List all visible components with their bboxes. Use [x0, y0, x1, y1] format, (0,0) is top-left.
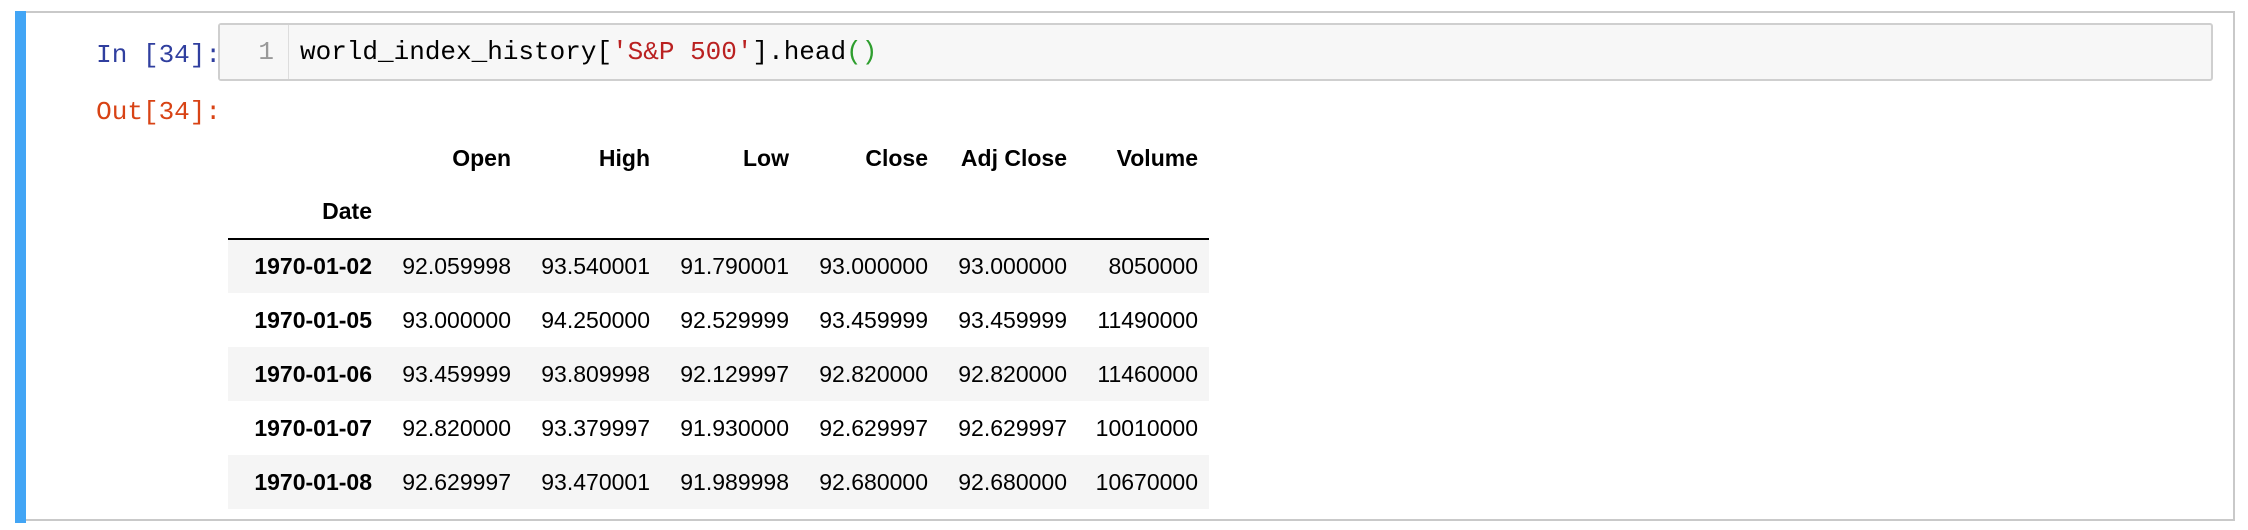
row-index-date: 1970-01-07: [254, 414, 372, 441]
cell-open: 92.059998: [402, 253, 511, 279]
code-string-key: 'S&P 500': [612, 37, 753, 67]
cell-volume: 8050000: [1108, 253, 1198, 279]
code-input-area[interactable]: 1 world_index_history['S&P 500'].head(): [218, 23, 2213, 81]
column-header-high: High: [598, 144, 650, 171]
table-row: 1970-01-05 93.000000 94.250000 92.529999…: [228, 293, 1209, 347]
table-row: 1970-01-06 93.459999 93.809998 92.129997…: [228, 347, 1209, 401]
cell-adj-close: 92.680000: [958, 468, 1067, 495]
index-name-blank: [522, 185, 661, 240]
index-name-row: Date: [228, 185, 1209, 240]
cell-volume: 11460000: [1097, 360, 1198, 387]
cell-low: 91.989998: [680, 468, 789, 495]
table-row: 1970-01-02 92.059998 93.540001 91.790001…: [228, 239, 1209, 293]
cell-low: 91.930000: [680, 414, 789, 441]
cell-high: 93.470001: [541, 468, 650, 495]
column-header-row: Open High Low Close Adj Close Volume: [228, 131, 1209, 185]
output-area: Open High Low Close Adj Close Volume Dat…: [228, 131, 1209, 509]
cell-close: 92.820000: [819, 360, 928, 387]
selected-cell-indicator: [15, 11, 26, 523]
column-header-volume: Volume: [1116, 144, 1198, 171]
input-prompt: In [34]:: [96, 40, 221, 70]
header-blank-cell: [228, 131, 383, 185]
cell-adj-close: 93.459999: [958, 306, 1067, 333]
dataframe-table: Open High Low Close Adj Close Volume Dat…: [228, 131, 1209, 509]
cell-high: 94.250000: [541, 306, 650, 333]
cell-close: 92.680000: [819, 468, 928, 495]
cell-adj-close: 92.629997: [958, 414, 1067, 441]
index-name-blank: [1078, 185, 1209, 240]
cell-adj-close: 92.820000: [958, 360, 1067, 387]
index-name-blank: [939, 185, 1078, 240]
cell-adj-close: 93.000000: [958, 253, 1067, 279]
cell-close: 92.629997: [819, 414, 928, 441]
index-name-blank: [800, 185, 939, 240]
code-line[interactable]: world_index_history['S&P 500'].head(): [300, 37, 877, 67]
cell-volume: 11490000: [1097, 306, 1198, 333]
cell-high: 93.540001: [541, 253, 650, 279]
cell-open: 93.459999: [402, 360, 511, 387]
cell-low: 91.790001: [680, 253, 789, 279]
column-header-open: Open: [452, 144, 511, 171]
cell-open: 92.820000: [402, 414, 511, 441]
code-variable: world_index_history[: [300, 37, 613, 67]
row-index-date: 1970-01-02: [254, 253, 372, 279]
line-number: 1: [258, 37, 274, 67]
row-index-date: 1970-01-06: [254, 360, 372, 387]
cell-close: 93.000000: [819, 253, 928, 279]
column-header-close: Close: [865, 144, 928, 171]
output-prompt: Out[34]:: [96, 97, 221, 127]
cell-low: 92.529999: [680, 306, 789, 333]
table-row: 1970-01-07 92.820000 93.379997 91.930000…: [228, 401, 1209, 455]
cell-low: 92.129997: [680, 360, 789, 387]
row-index-date: 1970-01-05: [254, 306, 372, 333]
index-name-blank: [383, 185, 522, 240]
cell-volume: 10670000: [1095, 468, 1198, 495]
cell-high: 93.809998: [541, 360, 650, 387]
cell-open: 93.000000: [402, 306, 511, 333]
cell-high: 93.379997: [541, 414, 650, 441]
line-number-gutter: 1: [220, 25, 289, 79]
column-header-low: Low: [743, 144, 789, 171]
row-index-date: 1970-01-08: [254, 468, 372, 495]
index-name-date: Date: [228, 185, 383, 240]
code-method: ].head: [752, 37, 847, 67]
notebook-cell[interactable]: In [34]: 1 world_index_history['S&P 500'…: [15, 11, 2235, 523]
cell-close: 93.459999: [819, 306, 928, 333]
table-row: 1970-01-08 92.629997 93.470001 91.989998…: [228, 455, 1209, 509]
cell-volume: 10010000: [1095, 414, 1198, 441]
column-header-adj-close: Adj Close: [960, 144, 1067, 171]
cell-open: 92.629997: [402, 468, 511, 495]
index-name-blank: [661, 185, 800, 240]
code-parens: (): [846, 37, 878, 67]
